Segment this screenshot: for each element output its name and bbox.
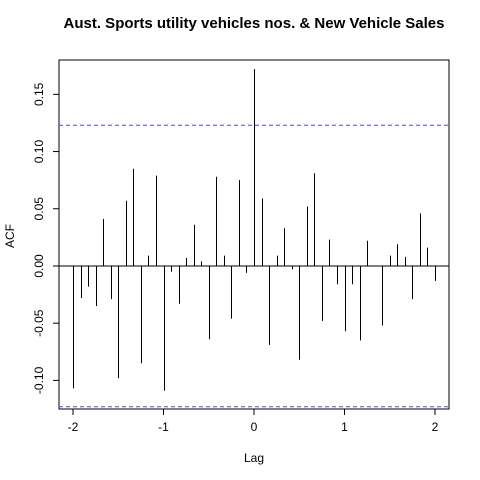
y-tick-label: -0.05	[32, 309, 46, 337]
chart-title: Aust. Sports utility vehicles nos. & New…	[64, 15, 445, 32]
y-tick-label: -0.10	[32, 366, 46, 394]
y-tick-label: 0.00	[32, 254, 46, 278]
y-axis-label: ACF	[3, 224, 17, 248]
y-tick-label: 0.05	[32, 197, 46, 221]
x-tick-label: 2	[432, 420, 439, 434]
x-axis: -2 -1 0 1 2	[68, 409, 439, 434]
plot-area	[59, 69, 449, 408]
x-tick-label: -2	[68, 420, 79, 434]
x-tick-label: 0	[251, 420, 258, 434]
y-tick-label: 0.15	[32, 82, 46, 106]
x-axis-label: Lag	[244, 451, 264, 465]
y-axis: -0.10 -0.05 0.00 0.05 0.10 0.15	[32, 82, 59, 394]
x-tick-label: 1	[341, 420, 348, 434]
x-tick-label: -1	[158, 420, 169, 434]
y-tick-label: 0.10	[32, 140, 46, 164]
